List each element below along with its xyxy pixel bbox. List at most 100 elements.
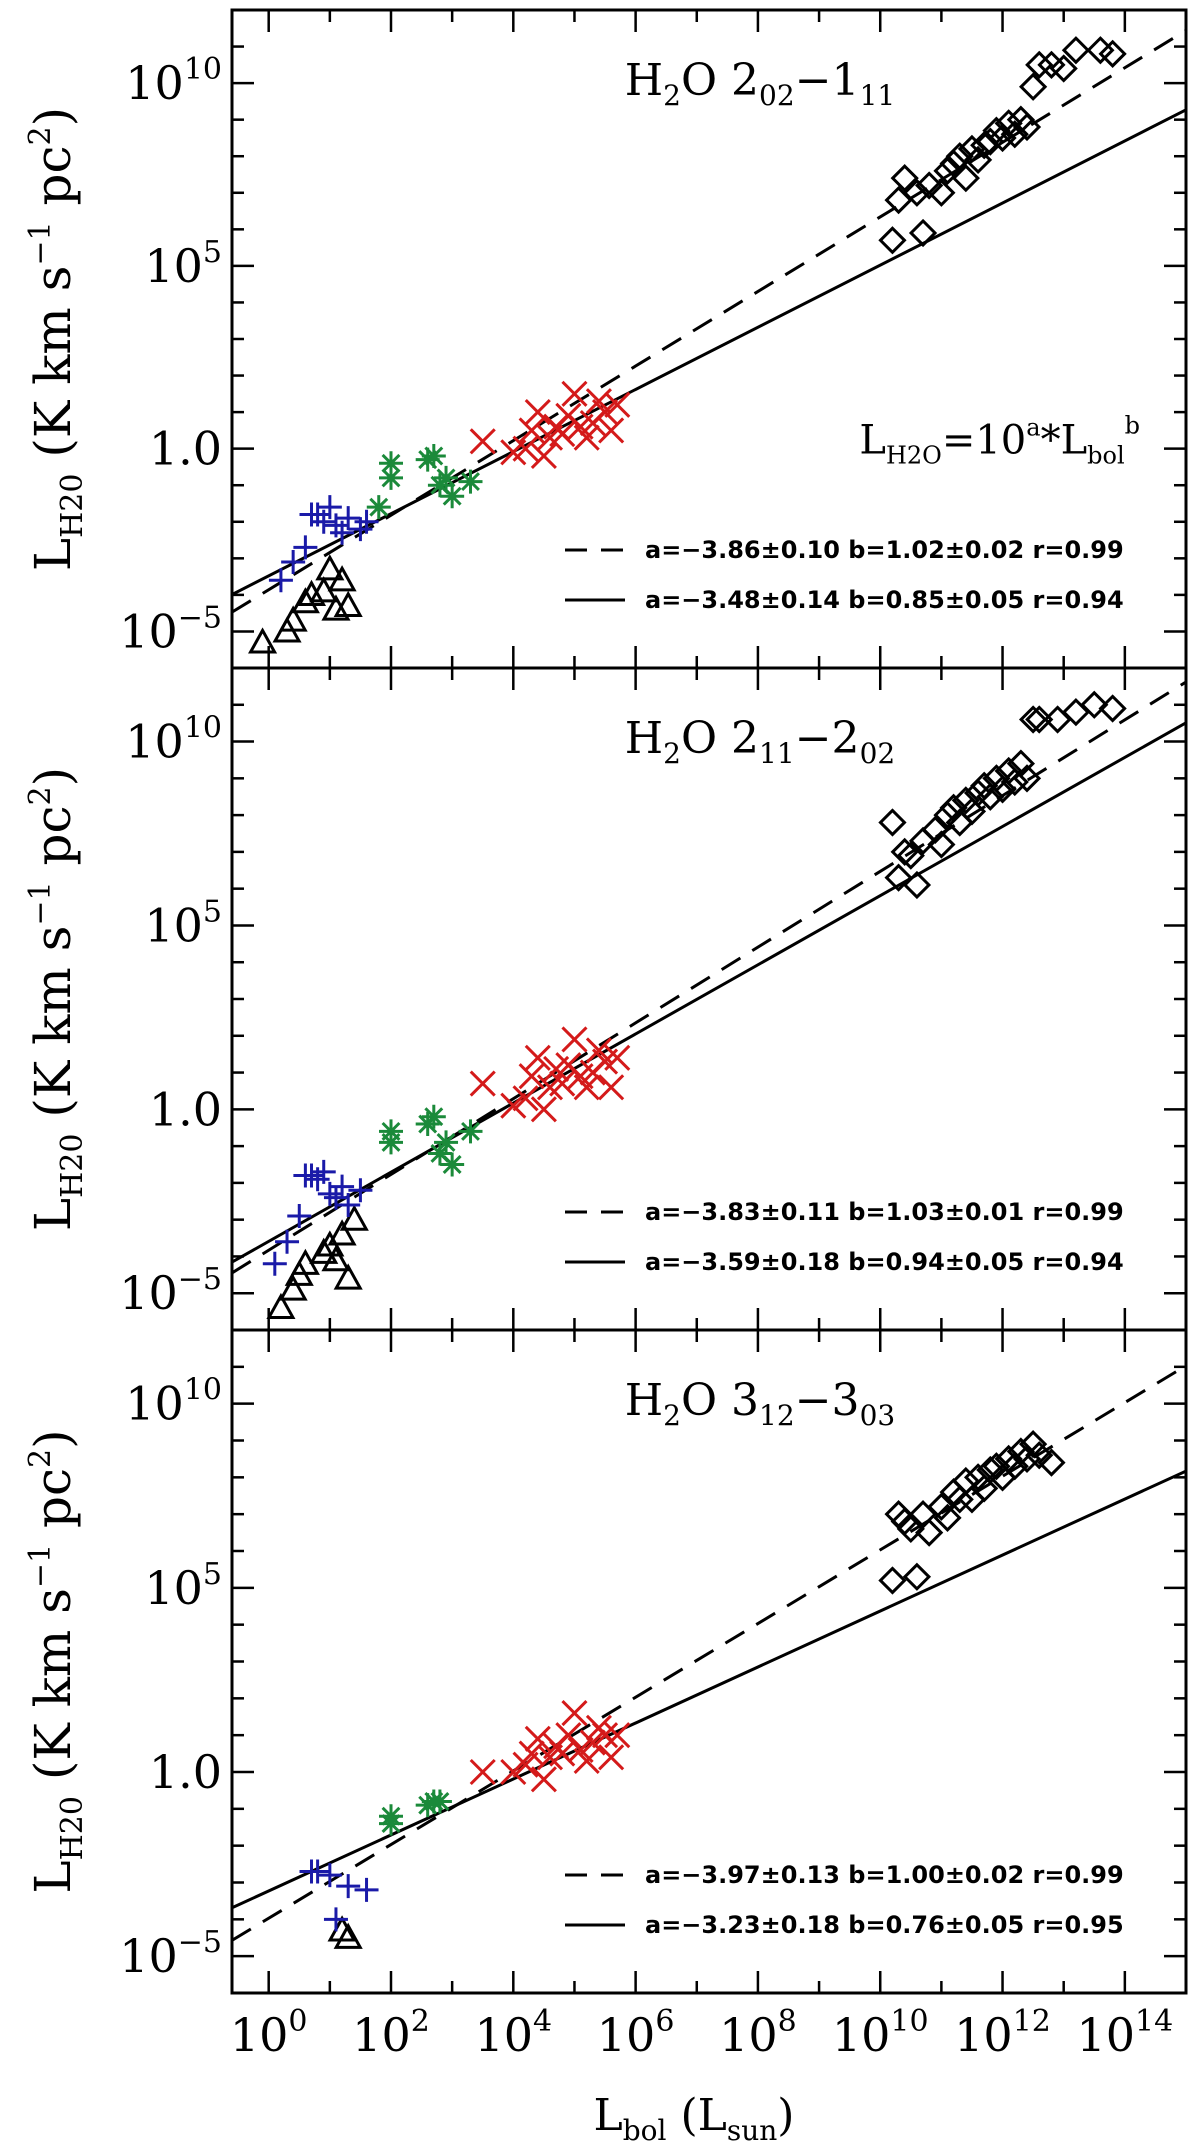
point-diamond	[1018, 1430, 1048, 1459]
point-diamond	[890, 837, 919, 867]
point-diamond	[982, 764, 1011, 793]
point-triangle	[321, 1245, 351, 1272]
plot-frame	[230, 8, 1188, 670]
point-asterisk	[415, 1793, 440, 1818]
point-x	[469, 1070, 496, 1097]
point-plus	[317, 1863, 342, 1888]
point-plus	[287, 1203, 312, 1228]
x-tick-label: 106	[597, 2004, 675, 2062]
point-asterisk	[421, 1104, 446, 1129]
point-plus	[275, 1229, 300, 1254]
point-diamond	[896, 1514, 925, 1544]
point-diamond	[1006, 749, 1036, 778]
point-x	[561, 1026, 588, 1053]
point-diamond	[915, 1518, 944, 1547]
point-asterisk	[379, 465, 403, 490]
point-x	[524, 1725, 551, 1752]
point-x	[530, 442, 557, 470]
fit-formula: LH2O=10a*Lbolb	[859, 412, 1140, 470]
panel-1: 10−5 1.0 105 1010 H2O 202−111 LH20 (K km s−1 …	[23, 8, 1188, 670]
point-diamond	[994, 756, 1023, 786]
legend-entry: a=−3.83±0.11 b=1.03±0.01 r=0.99	[645, 1198, 1124, 1226]
point-diamond	[1086, 36, 1115, 65]
panel-title: H2O 211−202	[625, 713, 895, 770]
point-x	[598, 1744, 625, 1771]
point-diamond	[933, 800, 962, 830]
point-diamond	[1037, 1448, 1066, 1477]
point-diamond	[908, 218, 938, 248]
legend-entry: a=−3.59±0.18 b=0.94±0.05 r=0.94	[645, 1248, 1124, 1276]
y-tick-label: 1.0	[149, 422, 222, 476]
point-triangle	[248, 627, 278, 654]
point-asterisk	[434, 465, 459, 490]
point-diamond	[951, 164, 980, 193]
point-x	[561, 1700, 588, 1727]
point-diamond	[970, 1474, 999, 1503]
y-tick-label: 105	[144, 894, 222, 952]
panel-title: H2O 202−111	[625, 55, 895, 112]
point-asterisk	[440, 1152, 465, 1177]
markers	[248, 36, 1127, 654]
point-triangle	[296, 579, 327, 606]
point-diamond	[927, 830, 956, 859]
point-plus	[311, 509, 336, 534]
point-diamond	[878, 1566, 907, 1595]
x-tick-label: 102	[352, 2004, 430, 2062]
point-x	[591, 399, 619, 426]
y-tick-label: 10−5	[119, 1925, 222, 1983]
point-diamond	[927, 178, 956, 207]
legend-entry: a=−3.48±0.14 b=0.85±0.05 r=0.94	[645, 586, 1124, 614]
plot-frame	[230, 666, 1188, 1332]
point-triangle	[290, 1248, 320, 1275]
y-tick-label: 1.0	[149, 1082, 222, 1136]
point-asterisk	[379, 451, 403, 476]
point-plus	[323, 1907, 348, 1932]
point-diamond	[988, 775, 1017, 804]
point-x	[549, 420, 576, 448]
point-asterisk	[427, 1789, 452, 1814]
fit-lines	[232, 29, 1186, 614]
panel-3: 10−5 1.0 105 1010 H2O 312−303 LH20 (K km s−1 …	[23, 1328, 1188, 2062]
point-diamond	[933, 156, 962, 185]
point-asterisk	[421, 443, 446, 468]
y-tick-label: 105	[144, 235, 222, 293]
point-plus	[348, 1178, 373, 1203]
point-x	[530, 1766, 557, 1793]
point-asterisk	[434, 1130, 459, 1155]
point-diamond	[1061, 36, 1091, 65]
point-diamond	[1049, 54, 1078, 83]
point-diamond	[933, 1503, 962, 1532]
point-diamond	[884, 863, 913, 892]
point-plus	[299, 1163, 324, 1188]
point-diamond	[1012, 764, 1042, 793]
point-diamond	[1025, 1441, 1054, 1470]
point-x	[469, 428, 496, 455]
point-triangle	[333, 1263, 363, 1290]
point-diamond	[982, 1452, 1011, 1481]
fit-line-solid	[232, 721, 1186, 1264]
point-diamond	[939, 793, 968, 822]
legend-entry: a=−3.23±0.18 b=0.76±0.05 r=0.95	[645, 1911, 1124, 1939]
point-diamond	[976, 127, 1005, 156]
point-diamond	[1018, 705, 1048, 734]
point-diamond	[1000, 767, 1029, 797]
point-diamond	[915, 171, 944, 200]
point-diamond	[1018, 72, 1048, 101]
point-diamond	[902, 178, 932, 207]
y-axis-label: LH20 (K km s−1 pc2)	[23, 107, 90, 571]
point-diamond	[976, 1455, 1005, 1485]
point-x	[573, 424, 600, 451]
point-x	[598, 417, 625, 444]
point-diamond	[878, 808, 907, 837]
legend-entry: a=−3.86±0.10 b=1.02±0.02 r=0.99	[645, 536, 1124, 564]
point-plus	[311, 1159, 336, 1184]
point-x	[604, 391, 631, 418]
point-diamond	[890, 164, 919, 193]
point-plus	[317, 1181, 342, 1206]
point-x	[524, 1044, 551, 1071]
y-axis-label: LH20 (K km s−1 pc2)	[23, 1429, 90, 1893]
point-plus	[354, 1877, 379, 1902]
point-x	[598, 1074, 625, 1101]
fit-line-solid	[232, 1469, 1186, 1910]
